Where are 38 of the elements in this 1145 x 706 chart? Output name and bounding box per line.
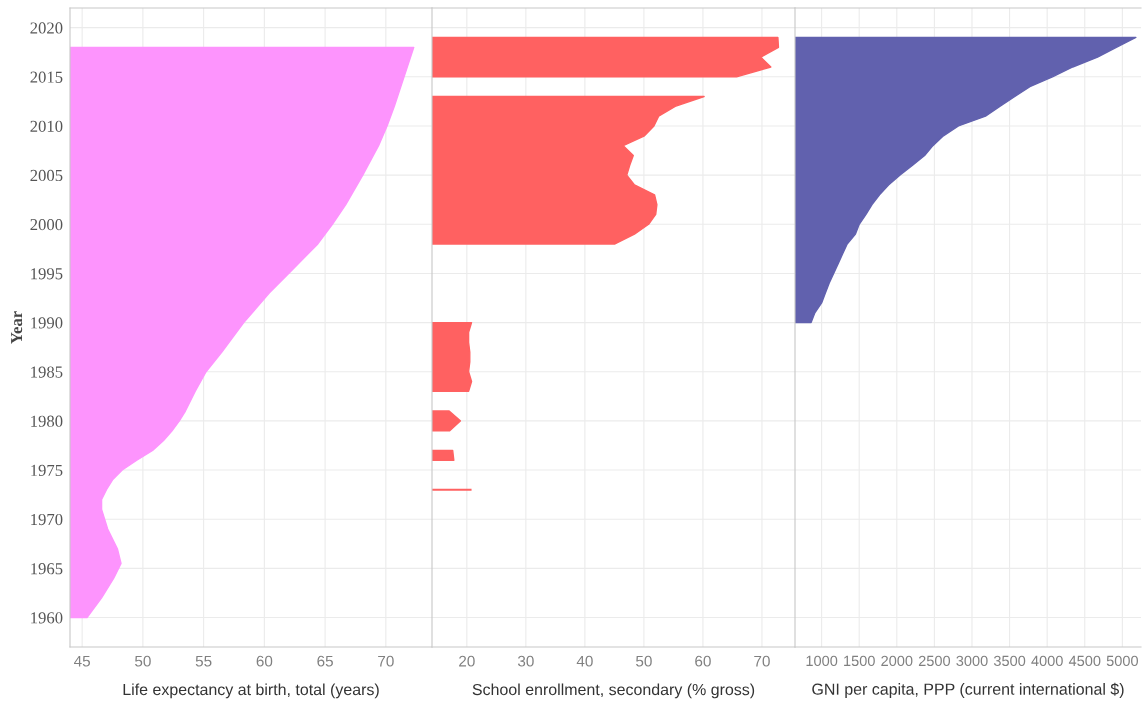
x-tick-label: 65 xyxy=(317,655,333,667)
x-tick-label: 4500 xyxy=(1068,655,1101,667)
x-tick-label: 3500 xyxy=(993,655,1026,667)
x-tick-label: 45 xyxy=(74,655,90,667)
x-tick-label: 70 xyxy=(378,655,394,667)
x-tick-label: 5000 xyxy=(1106,655,1139,667)
x-tick-label: 2000 xyxy=(881,655,913,667)
x-tick-label: 70 xyxy=(754,655,770,667)
x-tick-label: 60 xyxy=(695,655,711,667)
x-tick-label: 1000 xyxy=(806,655,838,667)
x-axis-title: GNI per capita, PPP (current international $) xyxy=(812,682,1124,698)
y-tick-label: 2000 xyxy=(30,218,63,231)
x-tick-label: 2500 xyxy=(918,655,951,667)
x-tick-label: 30 xyxy=(517,655,534,667)
y-tick-label: 1960 xyxy=(31,612,63,624)
y-tick-label: 2010 xyxy=(30,120,63,132)
x-tick-label: 50 xyxy=(636,655,652,667)
y-tick-label: 1985 xyxy=(31,366,63,378)
y-tick-label: 1975 xyxy=(31,464,63,476)
x-tick-label: 55 xyxy=(195,655,212,667)
x-tick-label: 20 xyxy=(459,655,475,667)
y-tick-label: 1995 xyxy=(31,268,63,280)
x-axis-title: School enrollment, secondary (% gross) xyxy=(472,683,755,699)
x-tick-label: 40 xyxy=(576,655,593,667)
x-tick-label: 1500 xyxy=(844,655,875,667)
y-tick-label: 2020 xyxy=(30,22,63,34)
x-tick-label: 3000 xyxy=(956,655,988,667)
y-axis-title: Year xyxy=(11,311,23,344)
x-tick-label: 4000 xyxy=(1031,655,1063,667)
x-tick-label: 60 xyxy=(256,655,273,667)
y-tick-label: 1965 xyxy=(31,563,63,575)
y-tick-label: 2015 xyxy=(30,71,63,83)
y-tick-label: 1980 xyxy=(31,415,63,427)
x-axis-title: Life expectancy at birth, total (years) xyxy=(123,683,379,699)
y-tick-label: 1990 xyxy=(31,317,63,329)
x-tick-label: 50 xyxy=(135,655,151,667)
y-tick-label: 2005 xyxy=(30,169,63,182)
y-tick-label: 1970 xyxy=(31,513,63,526)
